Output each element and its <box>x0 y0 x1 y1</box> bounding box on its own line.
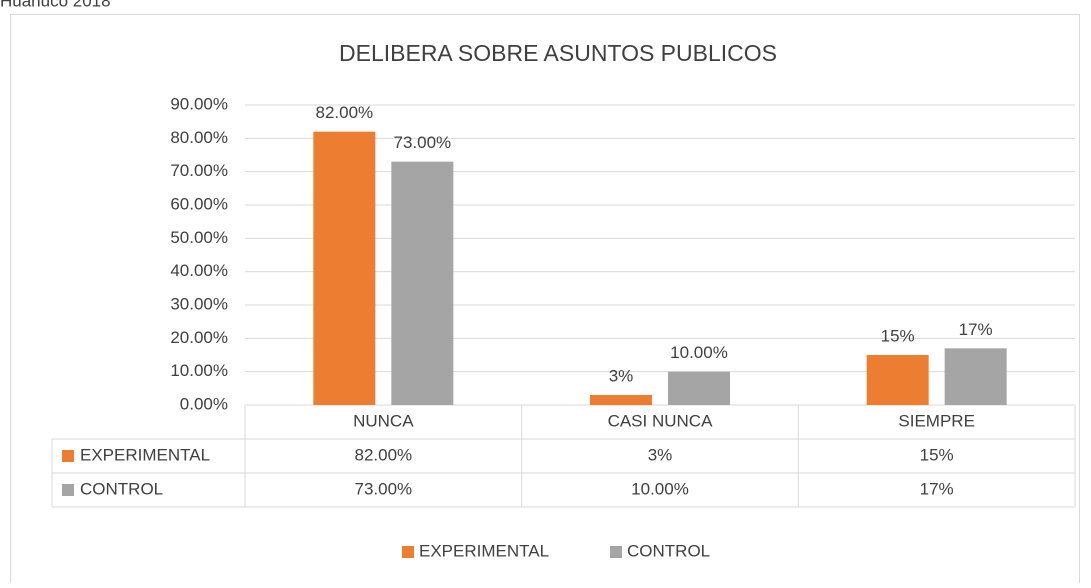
y-tick-label: 90.00% <box>170 94 228 113</box>
bar <box>944 348 1007 405</box>
bar <box>313 131 376 405</box>
legend-label: EXPERIMENTAL <box>419 541 549 560</box>
table-row-header: EXPERIMENTAL <box>80 445 210 464</box>
data-label: 73.00% <box>393 133 451 152</box>
table-cell: 73.00% <box>354 479 412 498</box>
data-label: 15% <box>881 326 915 345</box>
legend-key <box>610 546 622 558</box>
data-label: 10.00% <box>670 343 728 362</box>
y-tick-label: 80.00% <box>170 128 228 147</box>
y-tick-label: 10.00% <box>170 361 228 380</box>
table-row-header: CONTROL <box>80 479 163 498</box>
y-tick-label: 20.00% <box>170 328 228 347</box>
x-tick-label: NUNCA <box>353 411 414 430</box>
table-cell: 82.00% <box>354 445 412 464</box>
y-tick-label: 70.00% <box>170 161 228 180</box>
data-label: 3% <box>609 366 634 385</box>
bar <box>391 161 454 405</box>
bar <box>668 371 730 405</box>
caption: Huánuco 2018 <box>0 0 111 10</box>
y-tick-label: 60.00% <box>170 194 228 213</box>
table-legend-key <box>62 484 74 496</box>
y-tick-label: 30.00% <box>170 294 228 313</box>
data-label: 82.00% <box>315 103 373 122</box>
legend-key <box>402 546 414 558</box>
legend-label: CONTROL <box>627 541 710 560</box>
y-tick-label: 40.00% <box>170 261 228 280</box>
table-legend-key <box>62 450 74 462</box>
bar <box>590 395 652 405</box>
x-tick-label: CASI NUNCA <box>608 411 714 430</box>
y-tick-label: 0.00% <box>180 394 228 413</box>
table-cell: 15% <box>920 445 954 464</box>
table-cell: 17% <box>920 479 954 498</box>
chart-title: DELIBERA SOBRE ASUNTOS PUBLICOS <box>339 40 777 66</box>
chart-frame <box>10 14 1080 588</box>
x-tick-label: SIEMPRE <box>898 411 975 430</box>
bar <box>866 355 929 405</box>
table-cell: 3% <box>648 445 673 464</box>
data-label: 17% <box>959 320 993 339</box>
table-cell: 10.00% <box>631 479 689 498</box>
y-tick-label: 50.00% <box>170 228 228 247</box>
